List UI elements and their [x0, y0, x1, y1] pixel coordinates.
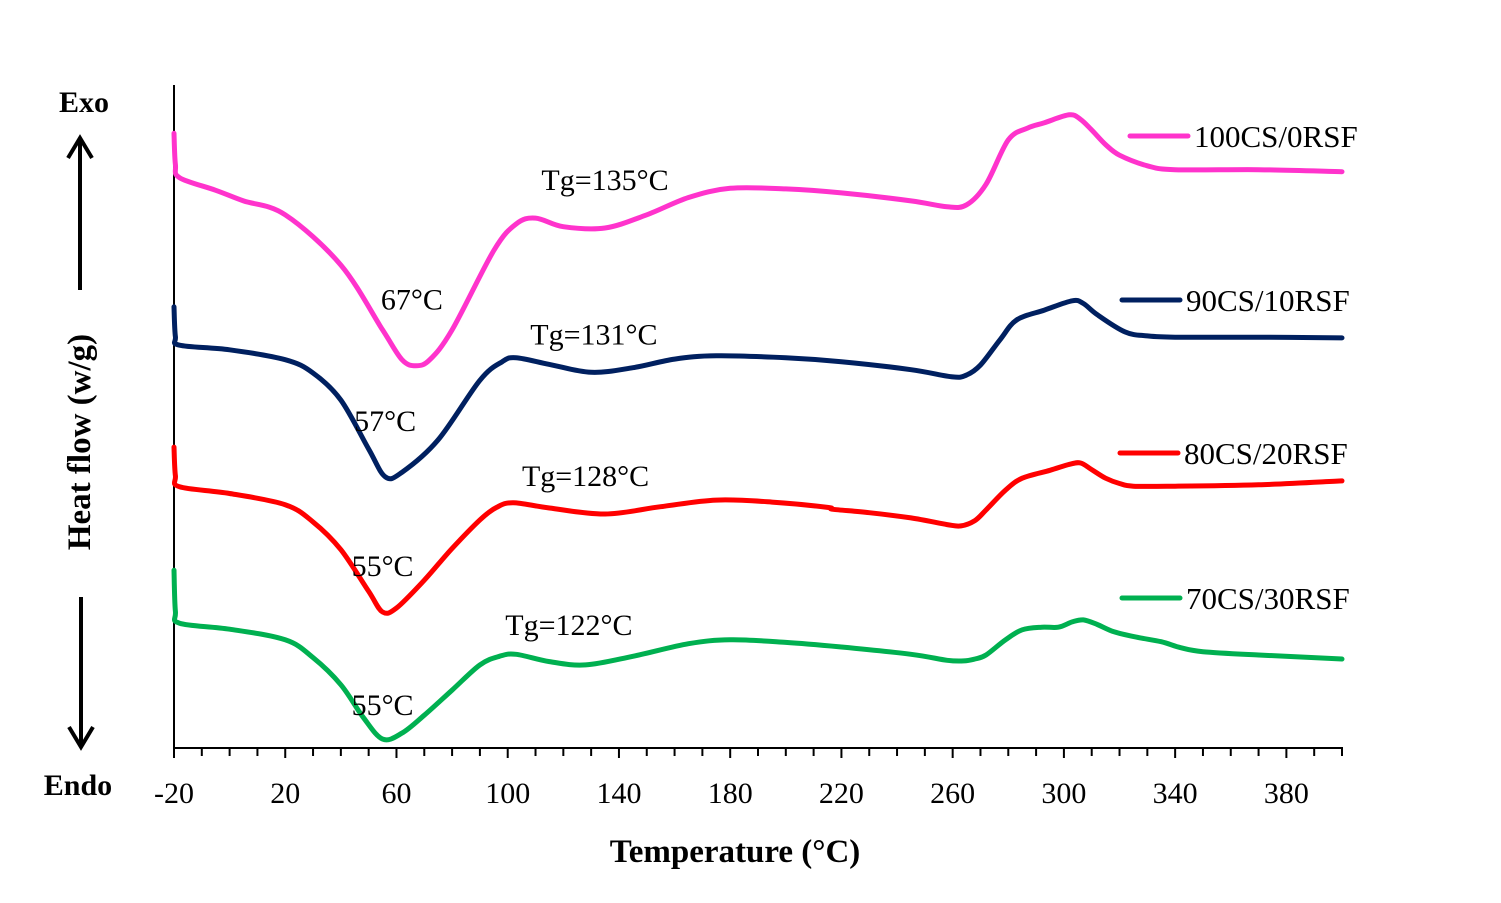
series-line-70cs-30rsf — [171, 567, 1345, 743]
legend-item: 70CS/30RSF — [1119, 581, 1350, 616]
x-tick-labels: -20 20 60 100 140 180 220 260 300 340 380 — [154, 777, 1309, 810]
tg-annotation: Tg=122°C — [505, 609, 632, 642]
axes: -20 20 60 100 140 180 220 260 300 340 380 — [154, 85, 1343, 810]
endo-arrow-icon — [67, 597, 95, 751]
x-tick-label: 340 — [1153, 777, 1198, 810]
x-axis-title: Temperature (°C) — [610, 834, 861, 870]
legend-label: 100CS/0RSF — [1194, 119, 1358, 154]
x-tick-label: 300 — [1041, 777, 1086, 810]
x-ticks — [173, 748, 1343, 758]
x-tick-label: 20 — [270, 777, 300, 810]
exo-arrow-icon — [66, 134, 94, 290]
x-tick-label: 380 — [1264, 777, 1309, 810]
tg-annotation: Tg=135°C — [541, 164, 668, 197]
x-tick-label: 260 — [930, 777, 975, 810]
endo-label: Endo — [44, 769, 112, 802]
series-layer — [171, 112, 1345, 743]
legend-item: 90CS/10RSF — [1119, 283, 1350, 318]
peak-annotation: 67°C — [381, 284, 443, 317]
exo-label: Exo — [59, 86, 109, 119]
peak-annotation: 57°C — [354, 405, 416, 438]
y-axis-title: Heat flow (w/g) — [62, 334, 98, 550]
legend-label: 80CS/20RSF — [1184, 436, 1348, 471]
legend-label: 70CS/30RSF — [1186, 581, 1350, 616]
tg-annotation: Tg=131°C — [530, 318, 657, 351]
legend-item: 80CS/20RSF — [1117, 436, 1348, 471]
series-line-80cs-20rsf — [171, 444, 1345, 616]
legend-item: 100CS/0RSF — [1127, 119, 1358, 154]
legend: 100CS/0RSF 90CS/10RSF 80CS/20RSF 70CS/30RSF — [1117, 119, 1358, 616]
peak-annotation: 55°C — [352, 550, 414, 583]
series-line-90cs-10rsf — [171, 297, 1345, 482]
x-tick-label: 140 — [596, 777, 641, 810]
annotation-layer: 67°C Tg=135°C 57°C Tg=131°C 55°C Tg=128°C 55°C… — [352, 164, 669, 722]
tg-annotation: Tg=128°C — [522, 460, 649, 493]
peak-annotation: 55°C — [352, 689, 414, 722]
x-tick-label: 220 — [819, 777, 864, 810]
x-tick-label: -20 — [154, 777, 194, 810]
x-tick-label: 60 — [381, 777, 411, 810]
series-line-100cs-0rsf — [171, 112, 1345, 369]
x-tick-label: 180 — [708, 777, 753, 810]
x-tick-label: 100 — [485, 777, 530, 810]
legend-label: 90CS/10RSF — [1186, 283, 1350, 318]
